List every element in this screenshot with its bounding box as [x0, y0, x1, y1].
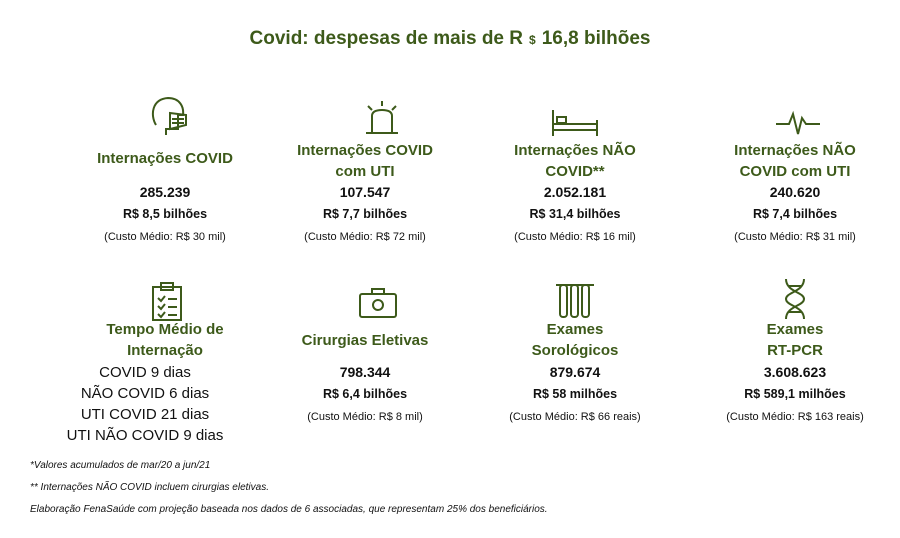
card-average: (Custo Médio: R$ 30 mil): [104, 231, 226, 243]
card-label: Internações COVID: [297, 142, 433, 159]
icon-medkit: [359, 288, 397, 318]
card-label: Internações NÃO: [514, 142, 636, 159]
card-count: 107.547: [339, 184, 391, 200]
card-average: (Custo Médio: R$ 16 mil): [514, 231, 636, 243]
card-average: (Custo Médio: R$ 72 mil): [304, 231, 426, 243]
footnote: ** Internações NÃO COVID incluem cirurgi…: [30, 482, 269, 493]
title-prefix: Covid: despesas de mais de R: [249, 28, 524, 49]
icon-siren: [366, 101, 398, 134]
title-amount: 16,8 bilhões: [541, 28, 651, 49]
icon-bed: [552, 110, 598, 136]
card-label: Exames: [546, 321, 604, 338]
card-line: UTI COVID 21 dias: [80, 406, 210, 423]
footnote: *Valores acumulados de mar/20 a jun/21: [30, 460, 211, 471]
card-cost: R$ 8,5 bilhões: [122, 207, 208, 221]
card-cost: R$ 7,4 bilhões: [752, 207, 838, 221]
card-count: 3.608.623: [763, 364, 827, 380]
card-count: 798.344: [339, 364, 391, 380]
card-label: Cirurgias Eletivas: [301, 332, 429, 349]
card-line: COVID 9 dias: [99, 364, 191, 381]
card-label: Internações NÃO: [734, 142, 856, 159]
card-label: Tempo Médio de: [106, 321, 224, 338]
card-label: Internação: [127, 342, 203, 359]
card-average: (Custo Médio: R$ 8 mil): [307, 411, 423, 423]
card-label: Exames: [766, 321, 824, 338]
card-label: RT-PCR: [767, 342, 823, 359]
card-cost: R$ 58 milhões: [532, 387, 618, 401]
icon-dna: [784, 278, 806, 320]
card-cost: R$ 589,1 milhões: [744, 387, 846, 401]
card-cost: R$ 6,4 bilhões: [322, 387, 408, 401]
icon-pulse: [776, 110, 820, 135]
card-line: NÃO COVID 6 dias: [80, 385, 210, 402]
icon-clipboard: [152, 282, 182, 321]
card-count: 2.052.181: [543, 184, 607, 200]
icon-test-tubes: [556, 284, 594, 318]
card-count: 285.239: [139, 184, 191, 200]
card-average: (Custo Médio: R$ 163 reais): [726, 411, 864, 423]
card-label: Internações COVID: [97, 150, 233, 167]
card-label: COVID**: [545, 163, 605, 180]
card-cost: R$ 31,4 bilhões: [529, 207, 621, 221]
footnote: Elaboração FenaSaúde com projeção basead…: [30, 504, 548, 515]
card-cost: R$ 7,7 bilhões: [322, 207, 408, 221]
card-label: COVID com UTI: [739, 163, 851, 180]
card-label: com UTI: [335, 163, 395, 180]
card-count: 240.620: [769, 184, 821, 200]
title-symbol: $: [529, 33, 536, 47]
card-average: (Custo Médio: R$ 31 mil): [734, 231, 856, 243]
icon-mask: [151, 96, 187, 135]
card-label: Sorológicos: [531, 342, 619, 359]
card-average: (Custo Médio: R$ 66 reais): [509, 411, 641, 423]
card-line: UTI NÃO COVID 9 dias: [66, 427, 224, 444]
card-count: 879.674: [549, 364, 601, 380]
title: Covid: despesas de mais de R $16,8 bilhõe…: [250, 28, 651, 50]
